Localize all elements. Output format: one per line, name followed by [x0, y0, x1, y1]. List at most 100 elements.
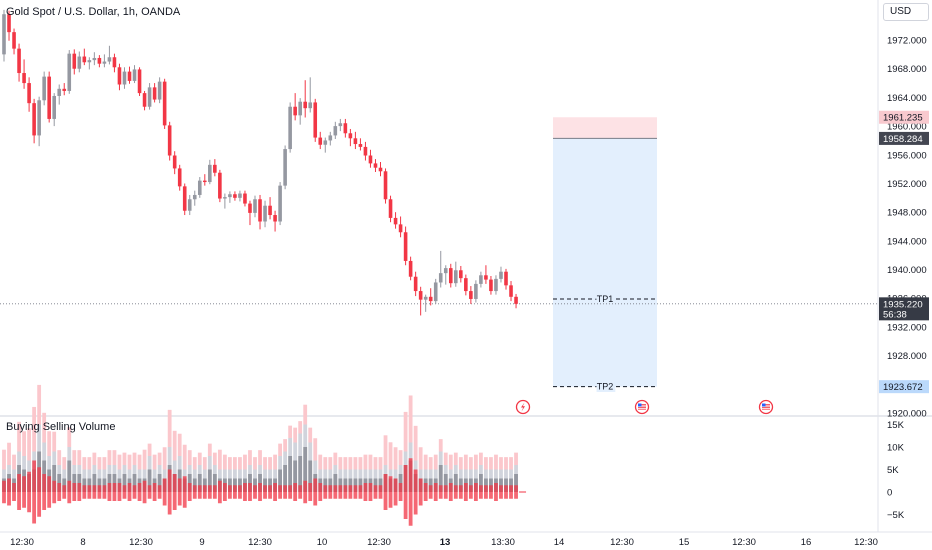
candle-down[interactable] — [509, 281, 513, 302]
candle-up[interactable] — [107, 45, 112, 65]
candle-up[interactable] — [454, 261, 458, 287]
candle-down[interactable] — [348, 128, 353, 147]
candle-up[interactable] — [228, 191, 232, 203]
candle-down[interactable] — [142, 90, 147, 111]
candle-down[interactable] — [32, 98, 36, 144]
candle-down[interactable] — [428, 288, 433, 306]
candle-down[interactable] — [378, 161, 383, 177]
candle-down[interactable] — [383, 168, 388, 204]
candle-down[interactable] — [313, 98, 318, 142]
candle-up[interactable] — [278, 182, 282, 226]
candle-up[interactable] — [338, 118, 343, 132]
candle-up[interactable] — [92, 52, 97, 66]
candle-down[interactable] — [203, 174, 207, 186]
candle-up[interactable] — [499, 266, 503, 283]
candle-down[interactable] — [47, 71, 51, 123]
candle-up[interactable] — [122, 67, 127, 89]
candle-down[interactable] — [7, 10, 11, 41]
candle-up[interactable] — [423, 294, 428, 312]
candle-down[interactable] — [368, 149, 373, 168]
candle-down[interactable] — [403, 226, 408, 266]
us-flag-icon[interactable] — [634, 399, 650, 415]
volume-indicator-title[interactable]: Buying Selling Volume — [6, 421, 116, 433]
candle-down[interactable] — [408, 256, 413, 281]
candle-down[interactable] — [358, 138, 363, 151]
candle-down[interactable] — [504, 268, 508, 290]
candle-up[interactable] — [438, 250, 443, 288]
candle-down[interactable] — [213, 159, 217, 177]
candle-up[interactable] — [87, 57, 92, 70]
candle-up[interactable] — [102, 54, 107, 68]
volume-axis[interactable]: 15K 10K 5K 0 −5K — [887, 420, 905, 521]
candle-up[interactable] — [67, 50, 72, 94]
candle-up[interactable] — [57, 84, 62, 105]
candle-down[interactable] — [448, 263, 453, 288]
candle-down[interactable] — [27, 77, 31, 112]
candle-down[interactable] — [459, 265, 463, 283]
volume-pane[interactable] — [2, 384, 527, 526]
time-axis[interactable]: 12:30 8 12:30 9 12:30 10 12:30 13 13:30 14 12:30 15… — [0, 531, 932, 548]
price-pane[interactable]: TP1 TP2 — [0, 9, 878, 415]
candle-down[interactable] — [258, 194, 262, 230]
candle-up[interactable] — [474, 280, 478, 303]
candle-down[interactable] — [172, 151, 177, 175]
candle-down[interactable] — [97, 55, 102, 68]
candle-down[interactable] — [343, 118, 348, 138]
candle-up[interactable] — [328, 131, 333, 146]
candle-down[interactable] — [243, 190, 247, 207]
candle-down[interactable] — [72, 49, 77, 75]
chart-title[interactable]: Gold Spot / U.S. Dollar, 1h, OANDA — [6, 6, 181, 18]
candle-up[interactable] — [494, 275, 498, 295]
candle-down[interactable] — [248, 200, 252, 226]
take-profit-zone[interactable] — [553, 138, 657, 387]
candle-up[interactable] — [308, 77, 313, 113]
candle-up[interactable] — [197, 177, 202, 198]
candle-down[interactable] — [318, 131, 323, 150]
candle-up[interactable] — [192, 190, 197, 206]
candle-up[interactable] — [52, 93, 56, 127]
candle-down[interactable] — [127, 66, 132, 84]
candle-down[interactable] — [82, 48, 87, 66]
candle-up[interactable] — [298, 98, 302, 125]
candle-down[interactable] — [273, 210, 277, 232]
candle-up[interactable] — [42, 71, 46, 106]
candle-up[interactable] — [283, 145, 287, 190]
candle-up[interactable] — [77, 51, 82, 73]
candle-up[interactable] — [288, 102, 292, 153]
candle-up[interactable] — [2, 9, 6, 62]
candle-down[interactable] — [489, 276, 493, 295]
candle-down[interactable] — [112, 53, 117, 73]
candle-down[interactable] — [152, 83, 157, 103]
candle-up[interactable] — [37, 96, 41, 147]
candle-down[interactable] — [162, 78, 167, 129]
event-icons-layer[interactable] — [515, 399, 774, 415]
candle-down[interactable] — [233, 191, 237, 201]
candle-up[interactable] — [443, 265, 448, 285]
candle-down[interactable] — [418, 286, 423, 316]
candle-down[interactable] — [464, 274, 468, 296]
candle-down[interactable] — [182, 183, 187, 216]
candle-up[interactable] — [238, 190, 242, 202]
candle-down[interactable] — [393, 212, 398, 229]
candle-down[interactable] — [22, 59, 26, 89]
candle-down[interactable] — [167, 121, 172, 161]
candle-down[interactable] — [12, 28, 16, 55]
candle-down[interactable] — [268, 197, 272, 220]
candle-up[interactable] — [223, 193, 227, 209]
candle-down[interactable] — [373, 159, 378, 173]
candle-down[interactable] — [303, 80, 307, 118]
candle-down[interactable] — [293, 93, 297, 121]
candle-up[interactable] — [333, 121, 338, 140]
candle-up[interactable] — [323, 137, 328, 153]
candle-down[interactable] — [137, 67, 142, 96]
candles-layer[interactable] — [2, 9, 518, 316]
candle-up[interactable] — [263, 200, 267, 228]
candle-up[interactable] — [187, 194, 192, 216]
candle-up[interactable] — [479, 271, 483, 288]
candle-down[interactable] — [363, 141, 368, 161]
candle-down[interactable] — [514, 293, 518, 309]
candle-down[interactable] — [413, 271, 418, 297]
candle-up[interactable] — [157, 77, 162, 104]
stop-loss-zone[interactable] — [553, 117, 657, 139]
